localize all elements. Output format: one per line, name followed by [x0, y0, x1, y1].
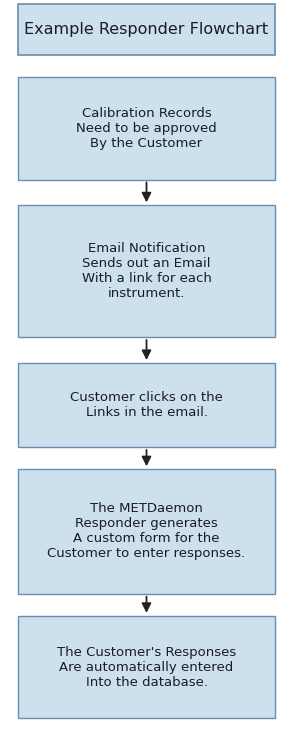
Text: Example Responder Flowchart: Example Responder Flowchart — [24, 22, 269, 37]
Text: Customer clicks on the
Links in the email.: Customer clicks on the Links in the emai… — [70, 391, 223, 419]
FancyBboxPatch shape — [18, 363, 275, 447]
Text: The Customer's Responses
Are automatically entered
Into the database.: The Customer's Responses Are automatical… — [57, 646, 236, 688]
FancyBboxPatch shape — [18, 469, 275, 594]
FancyBboxPatch shape — [18, 616, 275, 718]
FancyBboxPatch shape — [18, 77, 275, 180]
FancyBboxPatch shape — [18, 4, 275, 55]
Text: Calibration Records
Need to be approved
By the Customer: Calibration Records Need to be approved … — [76, 107, 217, 150]
Text: Email Notification
Sends out an Email
With a link for each
instrument.: Email Notification Sends out an Email Wi… — [81, 242, 212, 301]
Text: The METDaemon
Responder generates
A custom form for the
Customer to enter respon: The METDaemon Responder generates A cust… — [47, 502, 246, 561]
FancyBboxPatch shape — [18, 205, 275, 337]
